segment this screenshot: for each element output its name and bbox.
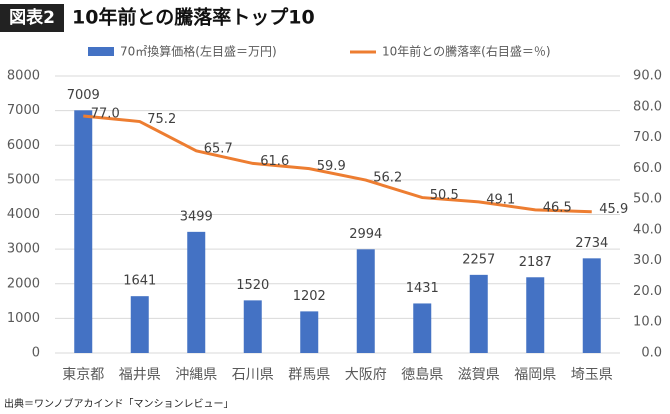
y-tick-label: 4000 bbox=[7, 207, 40, 222]
bar-value-label: 2257 bbox=[462, 252, 495, 267]
bar bbox=[243, 300, 262, 353]
bar-value-label: 2734 bbox=[575, 236, 608, 251]
x-tick-label: 沖縄県 bbox=[175, 367, 217, 383]
line-value-label: 46.5 bbox=[543, 200, 572, 215]
legend-label: 10年前との騰落率(右目盛＝％) bbox=[382, 44, 551, 59]
y-tick-label: 7000 bbox=[7, 103, 40, 118]
y2-tick-label: 20.0 bbox=[633, 284, 662, 299]
source: 出典＝ワンノブアカインド「マンションレビュー」 bbox=[4, 397, 234, 410]
x-tick-label: 徳島県 bbox=[401, 367, 443, 383]
line-value-label: 45.9 bbox=[599, 202, 628, 217]
x-tick-label: 滋賀県 bbox=[458, 367, 500, 383]
y-tick-label: 1000 bbox=[7, 311, 40, 326]
x-tick-label: 埼玉県 bbox=[571, 367, 613, 383]
line-value-label: 61.6 bbox=[260, 154, 289, 169]
y2-tick-label: 90.0 bbox=[633, 69, 662, 84]
x-tick-label: 福岡県 bbox=[514, 367, 556, 383]
line-value-label: 65.7 bbox=[204, 141, 233, 156]
legend-label: 70㎡換算価格(左目盛＝万円) bbox=[120, 44, 277, 59]
bar-value-label: 1431 bbox=[406, 281, 439, 296]
bar-value-label: 1520 bbox=[236, 278, 269, 293]
bar bbox=[187, 231, 206, 353]
bar bbox=[74, 110, 93, 353]
x-tick-label: 石川県 bbox=[232, 367, 274, 383]
x-tick-label: 福井県 bbox=[119, 367, 161, 383]
title-tag: 図表2 bbox=[9, 7, 55, 28]
bar-value-label: 2187 bbox=[519, 255, 552, 270]
bar bbox=[356, 249, 375, 353]
x-tick-label: 東京都 bbox=[62, 367, 104, 383]
line-value-label: 77.0 bbox=[91, 107, 120, 122]
y2-tick-label: 70.0 bbox=[633, 130, 662, 145]
bar-value-label: 7009 bbox=[67, 88, 100, 103]
title-tag-box bbox=[0, 4, 64, 32]
line-value-label: 56.2 bbox=[373, 171, 402, 186]
bar-value-label: 2994 bbox=[349, 227, 382, 242]
y2-tick-label: 50.0 bbox=[633, 192, 662, 207]
y2-tick-label: 0.0 bbox=[641, 346, 662, 361]
y2-tick-label: 10.0 bbox=[633, 315, 662, 330]
y2-tick-label: 80.0 bbox=[633, 99, 662, 114]
legend-swatch bbox=[88, 47, 114, 56]
bar bbox=[469, 274, 488, 353]
y-tick-label: 8000 bbox=[7, 69, 40, 84]
x-tick-label: 群馬県 bbox=[288, 367, 330, 383]
x-tick-label: 大阪府 bbox=[345, 367, 387, 383]
y-tick-label: 6000 bbox=[7, 138, 40, 153]
line-value-label: 75.2 bbox=[147, 112, 176, 127]
line bbox=[83, 114, 592, 214]
y-tick-label: 2000 bbox=[7, 276, 40, 291]
bar-value-label: 1641 bbox=[123, 274, 156, 289]
bar bbox=[300, 311, 319, 353]
bar bbox=[526, 277, 545, 353]
line-value-label: 49.1 bbox=[486, 192, 515, 207]
y-tick-label: 3000 bbox=[7, 242, 40, 257]
line-value-label: 59.9 bbox=[317, 159, 346, 174]
bar bbox=[582, 258, 601, 353]
bar bbox=[130, 296, 149, 353]
y2-tick-label: 30.0 bbox=[633, 253, 662, 268]
line-value-label: 50.5 bbox=[430, 188, 459, 203]
y-tick-label: 0 bbox=[32, 346, 40, 361]
y2-tick-label: 40.0 bbox=[633, 222, 662, 237]
y-tick-label: 5000 bbox=[7, 172, 40, 187]
bar-value-label: 1202 bbox=[293, 289, 326, 304]
y2-tick-label: 60.0 bbox=[633, 161, 662, 176]
bar bbox=[413, 303, 432, 353]
chart-title: 10年前との騰落率トップ10 bbox=[72, 6, 315, 29]
bar-value-label: 3499 bbox=[180, 209, 213, 224]
